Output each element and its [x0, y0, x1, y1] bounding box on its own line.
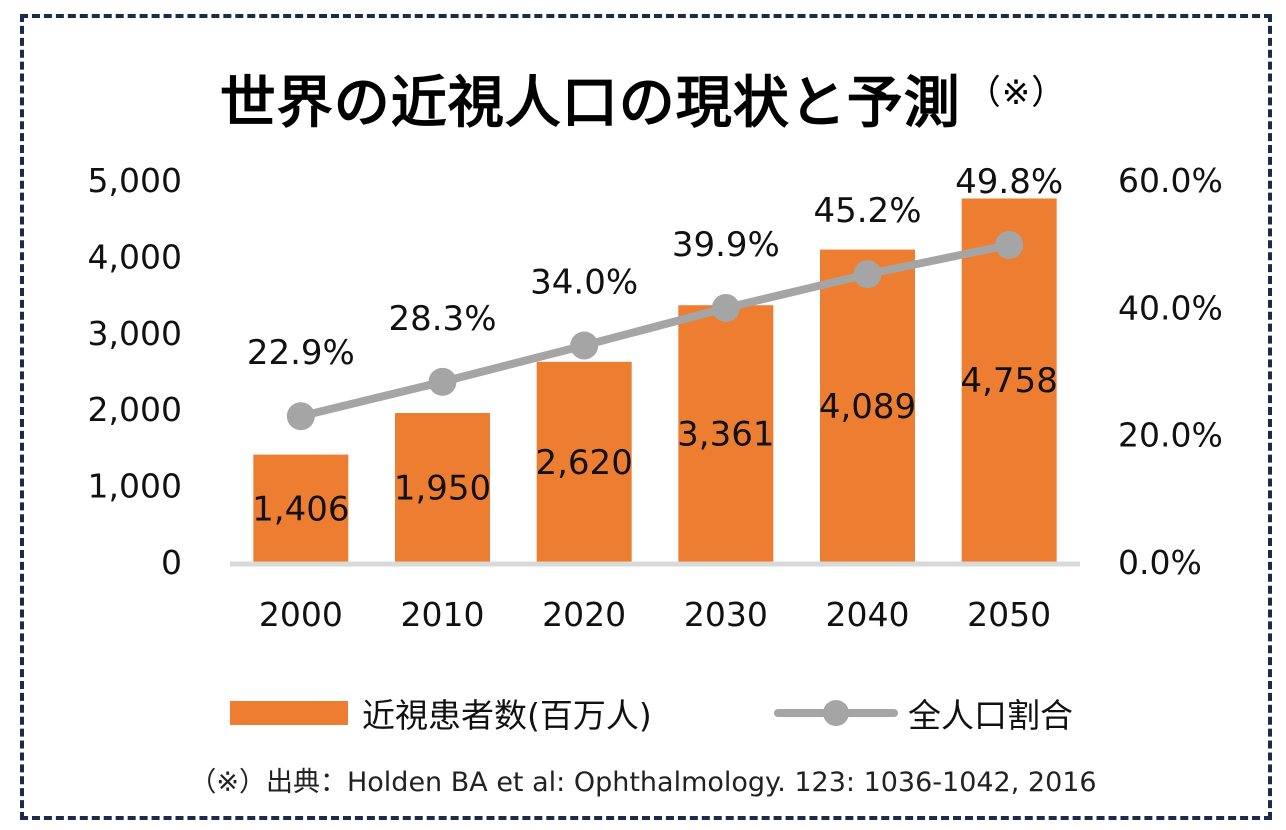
- line-point-2020: [570, 331, 599, 360]
- y-right-tick-label: 0.0%: [1118, 543, 1202, 582]
- bar-value-label: 1,950: [394, 469, 491, 509]
- y-left-tick-label: 1,000: [88, 467, 182, 506]
- bar-2040: [820, 249, 915, 562]
- legend-line-swatch: [774, 688, 898, 738]
- x-tick-label: 2020: [542, 595, 626, 634]
- x-tick-label: 2030: [684, 595, 768, 634]
- source-note: （※）出典：Holden BA et al: Ophthalmology. 12…: [189, 767, 1097, 798]
- x-tick-label: 2010: [401, 595, 485, 634]
- title-note-mark: （※）: [966, 73, 1067, 113]
- legend-item-line[interactable]: 全人口割合: [774, 688, 1073, 738]
- y-left-tick-label: 4,000: [88, 237, 182, 276]
- legend-item-bars[interactable]: 近視患者数(百万人): [230, 688, 652, 738]
- line-value-label: 34.0%: [530, 263, 638, 303]
- line-value-label: 45.2%: [813, 191, 921, 231]
- dashed-frame: [20, 14, 1272, 820]
- line-value-label: 39.9%: [672, 225, 780, 265]
- legend-bar-swatch: [230, 701, 348, 725]
- line-point-2050: [995, 230, 1024, 259]
- bar-value-label: 2,620: [535, 443, 632, 483]
- y-right-tick-label: 20.0%: [1118, 416, 1223, 455]
- title-text: 世界の近視人口の現状と予測: [219, 71, 961, 136]
- y-left-tick-label: 3,000: [88, 314, 182, 353]
- chart-title: 世界の近視人口の現状と予測 （※）: [0, 58, 1286, 139]
- legend-label-line: 全人口割合: [908, 696, 1073, 735]
- y-left-tick-label: 0: [161, 543, 182, 582]
- line-value-label: 28.3%: [388, 299, 496, 339]
- x-tick-label: 2040: [826, 595, 910, 634]
- line-value-label: 22.9%: [247, 333, 355, 373]
- y-right-tick-label: 40.0%: [1118, 288, 1223, 327]
- bar-value-label: 4,758: [960, 361, 1057, 401]
- x-tick-label: 2050: [967, 595, 1051, 634]
- line-point-2010: [428, 367, 457, 396]
- bar-2020: [536, 361, 632, 562]
- y-left-tick-label: 5,000: [88, 161, 182, 200]
- legend-label-bars: 近視患者数(百万人): [362, 696, 652, 735]
- bar-value-label: 4,089: [819, 387, 916, 427]
- line-group: [286, 230, 1024, 431]
- bars-group: [253, 198, 1057, 562]
- x-tick-label: 2000: [259, 595, 343, 634]
- bar-2000: [253, 454, 349, 562]
- bar-2010: [395, 413, 490, 562]
- line-point-2030: [711, 293, 740, 322]
- bar-value-label: 1,406: [252, 489, 349, 529]
- line-point-2040: [853, 260, 882, 289]
- ticks-group: 0 1,000 2,000 3,000 4,000 5,000 0.0% 20.0% 40.0%…: [88, 161, 1223, 634]
- y-left-tick-label: 2,000: [88, 390, 182, 429]
- legend: 近視患者数(百万人) 全人口割合: [0, 688, 1286, 738]
- bar-2050: [961, 198, 1057, 562]
- line-point-2000: [286, 402, 315, 431]
- y-right-tick-label: 60.0%: [1118, 161, 1223, 200]
- labels-group: 1,406 1,950 2,620 3,361 4,089 4,758 22.9% 28.3%…: [247, 162, 1063, 529]
- line-series-path: [299, 241, 1010, 421]
- bar-value-label: 3,361: [677, 415, 774, 455]
- line-value-label: 49.8%: [955, 162, 1063, 202]
- bar-2030: [678, 305, 774, 562]
